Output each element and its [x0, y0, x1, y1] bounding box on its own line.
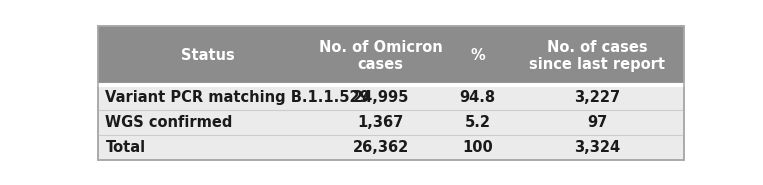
Bar — [98, 26, 684, 85]
Text: 24,995: 24,995 — [353, 90, 409, 105]
Text: Variant PCR matching B.1.1.529: Variant PCR matching B.1.1.529 — [105, 90, 370, 105]
Text: Status: Status — [182, 48, 235, 63]
Text: %: % — [470, 48, 485, 63]
Text: 100: 100 — [462, 140, 493, 155]
Text: WGS confirmed: WGS confirmed — [105, 115, 233, 130]
Text: No. of Omicron
cases: No. of Omicron cases — [319, 40, 443, 72]
Text: 5.2: 5.2 — [465, 115, 491, 130]
Text: No. of cases
since last report: No. of cases since last report — [530, 40, 665, 72]
Text: 3,227: 3,227 — [575, 90, 620, 105]
Text: 3,324: 3,324 — [575, 140, 620, 155]
Text: 1,367: 1,367 — [358, 115, 404, 130]
Text: 26,362: 26,362 — [353, 140, 409, 155]
Text: 97: 97 — [588, 115, 607, 130]
Text: Total: Total — [105, 140, 146, 155]
Text: 94.8: 94.8 — [459, 90, 495, 105]
